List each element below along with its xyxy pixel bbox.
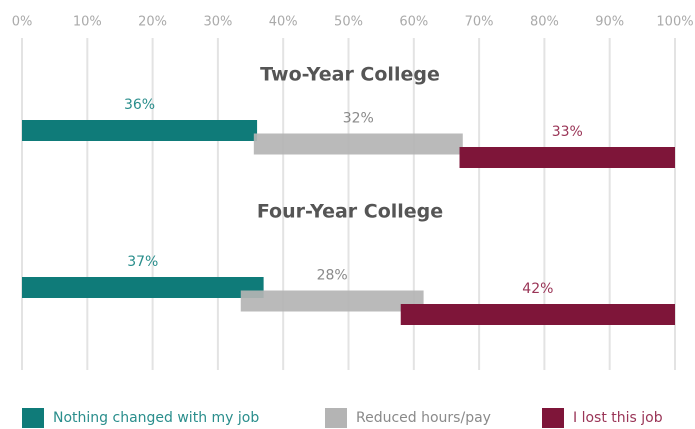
legend-label: I lost this job — [573, 410, 663, 426]
bar — [22, 277, 264, 298]
legend-label: Reduced hours/pay — [356, 410, 491, 426]
bar — [253, 133, 463, 155]
x-tick-label: 60% — [399, 15, 428, 30]
bar — [240, 290, 424, 312]
legend-swatch — [542, 408, 564, 428]
x-tick-label: 70% — [465, 15, 494, 30]
x-tick-label: 90% — [595, 15, 624, 30]
bar — [459, 147, 675, 168]
x-tick-label: 50% — [334, 15, 363, 30]
group-title: Four-Year College — [257, 201, 443, 223]
x-tick-label: 100% — [656, 15, 693, 30]
value-label: 32% — [343, 111, 374, 127]
x-tick-label: 40% — [269, 15, 298, 30]
value-label: 36% — [124, 97, 155, 113]
legend-swatch — [325, 408, 347, 428]
bar — [22, 120, 258, 141]
x-tick-label: 30% — [203, 15, 232, 30]
x-tick-label: 10% — [73, 15, 102, 30]
legend-swatch — [22, 408, 44, 428]
legend-label: Nothing changed with my job — [53, 410, 259, 426]
value-label: 42% — [522, 281, 553, 297]
value-label: 28% — [317, 268, 348, 284]
bar — [400, 304, 675, 325]
group-title: Two-Year College — [260, 64, 440, 86]
value-label: 37% — [127, 254, 158, 270]
x-tick-label: 0% — [12, 15, 33, 30]
x-tick-label: 80% — [530, 15, 559, 30]
value-label: 33% — [552, 124, 583, 140]
x-tick-label: 20% — [138, 15, 167, 30]
